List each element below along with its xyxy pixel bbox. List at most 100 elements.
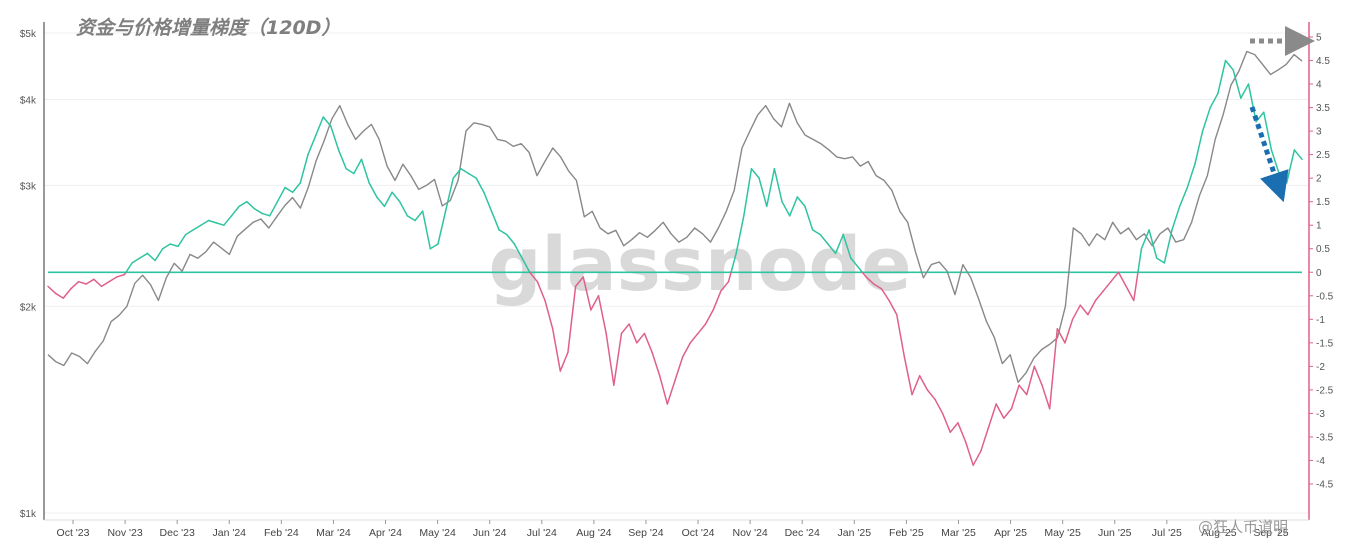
gradient-segment [291, 182, 302, 194]
gradient-segment [964, 440, 974, 466]
gradient-segment [918, 375, 929, 391]
gradient-segment [987, 403, 997, 429]
gradient-segment [544, 299, 554, 330]
gradient-segment [827, 243, 837, 255]
gradient-segment [811, 229, 822, 236]
gradient-segment [957, 422, 967, 443]
gradient-segment [513, 243, 523, 259]
gradient-segment [467, 172, 477, 179]
right-tick-label: -2.5 [1316, 385, 1334, 396]
gradient-segment [636, 332, 646, 344]
gradient-segment [246, 200, 256, 210]
gradient-segment [123, 271, 127, 276]
gradient-segment [781, 200, 791, 217]
gradient-segment [796, 196, 806, 208]
right-tick-label: 1 [1316, 221, 1322, 232]
gradient-segment [666, 379, 676, 405]
gradient-segment [184, 229, 195, 236]
gradient-segment [268, 200, 279, 217]
gradient-segment [788, 196, 799, 217]
right-tick-label: 3 [1316, 127, 1322, 138]
gradient-segment [161, 243, 172, 250]
gradient-segment [154, 247, 164, 262]
gradient-segment [861, 271, 867, 278]
x-tick-label: Dec '24 [785, 527, 820, 539]
right-tick-label: -1.5 [1316, 338, 1334, 349]
gradient-segment [62, 287, 72, 299]
gradient-segment [383, 191, 393, 208]
gradient-segment [85, 278, 95, 285]
gradient-segment [1186, 163, 1196, 189]
gradient-segment [93, 278, 103, 288]
gradient-segment [613, 332, 623, 386]
gradient-segment [730, 253, 737, 273]
x-tick-label: Nov '23 [107, 527, 142, 539]
x-tick-label: May '25 [1044, 527, 1081, 539]
right-axis-ticks: 5 4.5 4 3.5 3 2.5 2 1.5 1 0.5 0 -0.5 -1 -1.5 -2 -2.5 -3 -… [1309, 33, 1334, 491]
gradient-segment [414, 210, 424, 222]
gradient-segment [192, 224, 202, 231]
gradient-segment [475, 177, 485, 194]
x-tick-label: Mar '25 [941, 527, 976, 539]
gradient-segment [146, 252, 156, 262]
gradient-segment [934, 398, 944, 415]
gradient-segment [1163, 229, 1173, 264]
gradient-segment [880, 287, 890, 302]
gradient-segment [1048, 327, 1059, 410]
price-series [47, 50, 1303, 383]
gradient-segment [353, 158, 363, 175]
gradient-segment [689, 332, 699, 344]
gradient-segment [704, 309, 714, 325]
x-tick-label: Nov '24 [732, 527, 767, 539]
gradient-segment [819, 233, 829, 245]
gradient-segment [1232, 69, 1242, 99]
gradient-segment [483, 191, 493, 212]
gradient-segment [949, 422, 959, 433]
gradient-segment [1278, 172, 1288, 184]
gradient-segment [1178, 186, 1189, 208]
gradient-segment [1117, 271, 1127, 288]
right-tick-label: -3 [1316, 409, 1325, 420]
gradient-segment [651, 351, 661, 377]
gradient-segment [1094, 290, 1104, 302]
x-tick-label: Jun '25 [1098, 527, 1132, 539]
gradient-segment [1240, 83, 1250, 99]
gradient-segment [330, 125, 340, 151]
gradient-segment [521, 257, 531, 274]
gradient-segment [574, 276, 584, 288]
gradient-segment [773, 167, 783, 203]
x-axis-ticks: Oct '23 Nov '23 Dec '23 Jan '24 Feb '24 Mar '… [57, 520, 1289, 539]
right-tick-label: -3.5 [1316, 432, 1334, 443]
gradient-segment [1003, 407, 1013, 419]
gradient-segment [727, 272, 732, 282]
right-tick-label: 2.5 [1316, 150, 1330, 161]
x-tick-label: Oct '23 [57, 527, 90, 539]
gradient-segment [200, 219, 210, 226]
gradient-segment [857, 267, 863, 273]
gradient-segment [230, 205, 240, 217]
gradient-segment [116, 273, 126, 278]
gradient-segment [276, 186, 286, 203]
gradient-segment [307, 135, 317, 156]
gradient-segment [223, 215, 233, 226]
gradient-segment [1110, 271, 1120, 283]
right-tick-label: -2 [1316, 362, 1325, 373]
left-tick-label: $1k [20, 509, 37, 520]
gradient-segment [437, 210, 447, 245]
gradient-segment [658, 375, 669, 405]
credit-text: @狂人币道明 [1198, 518, 1288, 536]
gradient-segment [238, 200, 248, 208]
gradient-segment [322, 116, 332, 128]
x-tick-label: Aug '25 [1201, 527, 1236, 539]
x-tick-label: Feb '25 [889, 527, 924, 539]
x-tick-label: Sep '24 [628, 527, 663, 539]
gradient-segment [720, 280, 730, 292]
gradient-segment [536, 280, 546, 302]
gradient-segment [888, 299, 898, 316]
gradient-segment [1079, 304, 1089, 316]
right-tick-label: -1 [1316, 315, 1325, 326]
gradient-segment [444, 177, 455, 212]
gradient-segment [972, 450, 982, 466]
right-tick-label: 4.5 [1316, 56, 1330, 67]
